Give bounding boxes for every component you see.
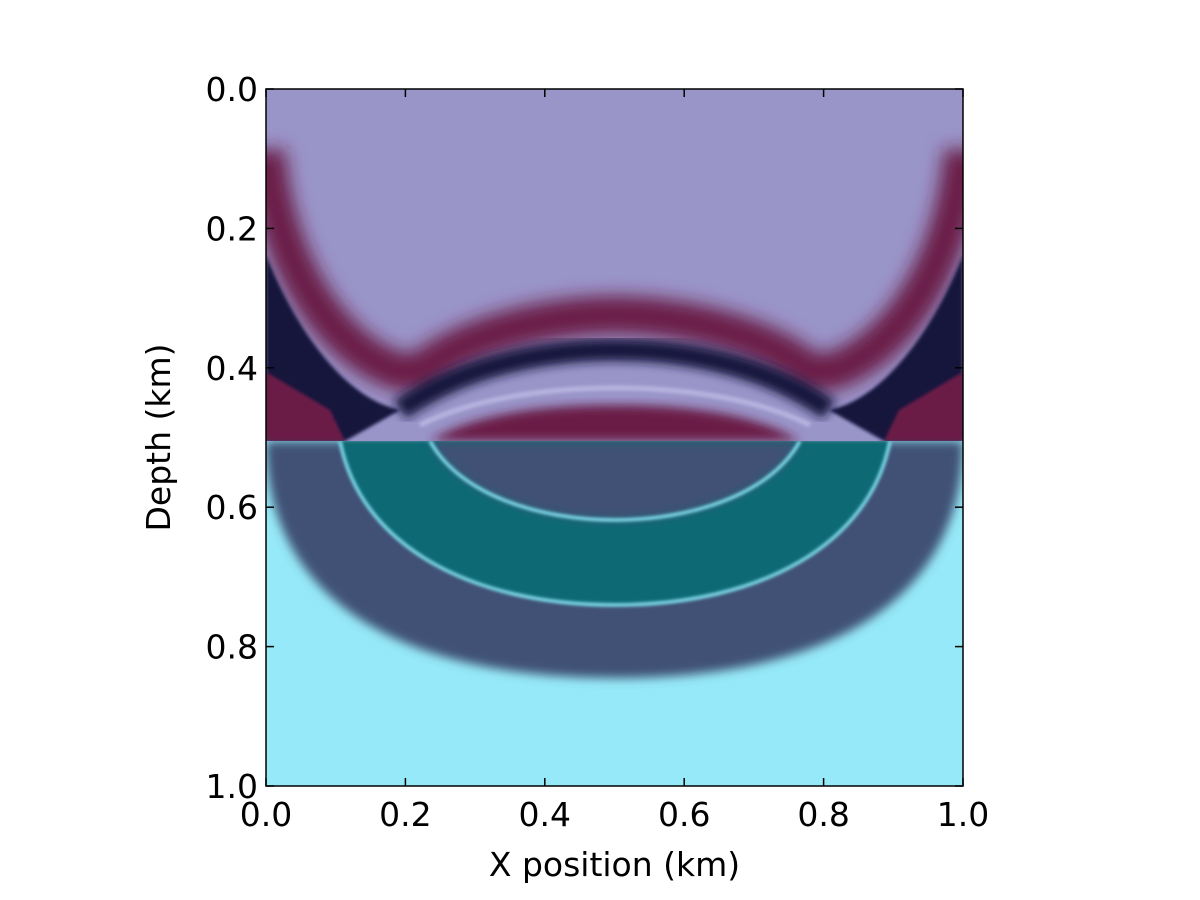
y-tick-label: 1.0 <box>206 767 258 806</box>
y-tick-label: 0.8 <box>206 628 258 667</box>
x-tick-label: 0.8 <box>797 795 849 834</box>
x-tick-label: 0.6 <box>658 795 710 834</box>
x-tick-label: 0.2 <box>379 795 431 834</box>
lower-layer <box>266 441 963 786</box>
upper-reflection-light-edge <box>418 385 812 428</box>
x-tick-label: 0.0 <box>240 795 292 834</box>
upper-corner-left <box>266 372 345 441</box>
lower-wavefront-outer <box>338 441 892 607</box>
upper-layer <box>266 89 963 441</box>
x-tick-label: 0.4 <box>519 795 571 834</box>
upper-lens <box>430 405 800 441</box>
lower-inner-lens <box>430 441 800 520</box>
x-axis: 0.0 0.2 0.4 0.6 0.8 1.0 <box>240 89 989 834</box>
y-axis: 0.0 0.2 0.4 0.6 0.8 1.0 <box>206 70 963 806</box>
upper-crest-band <box>266 148 963 391</box>
y-tick-label: 0.6 <box>206 488 258 527</box>
upper-corner-right <box>884 372 963 441</box>
x-axis-label: X position (km) <box>489 845 740 884</box>
y-tick-label: 0.0 <box>206 70 258 109</box>
lower-wavefront-inner <box>428 441 802 522</box>
y-axis-label: Depth (km) <box>139 343 178 531</box>
upper-reflection-trough <box>393 338 836 420</box>
x-tick-label: 1.0 <box>937 795 989 834</box>
plot-frame <box>265 88 964 787</box>
y-tick-label: 0.2 <box>206 209 258 248</box>
y-tick-label: 0.4 <box>206 349 258 388</box>
wavefield-heatmap <box>266 89 963 786</box>
